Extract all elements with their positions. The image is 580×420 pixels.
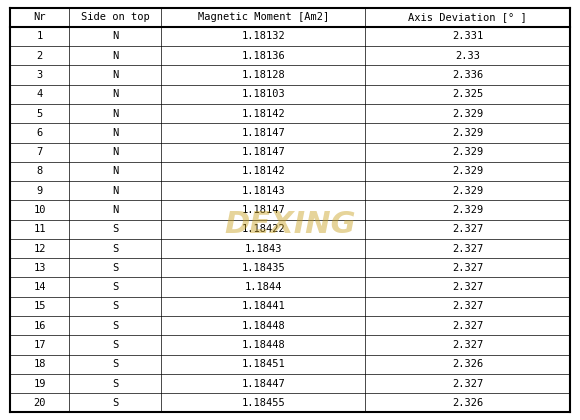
Text: 1: 1 <box>37 32 43 42</box>
Text: 7: 7 <box>37 147 43 157</box>
Text: 2.327: 2.327 <box>452 302 483 311</box>
Text: 2.327: 2.327 <box>452 263 483 273</box>
Text: 1.18142: 1.18142 <box>241 166 285 176</box>
Text: N: N <box>112 32 118 42</box>
Text: 2.331: 2.331 <box>452 32 483 42</box>
Text: 18: 18 <box>34 359 46 369</box>
Text: 2.327: 2.327 <box>452 224 483 234</box>
Text: 20: 20 <box>34 398 46 408</box>
Text: S: S <box>112 224 118 234</box>
Text: 2.329: 2.329 <box>452 109 483 118</box>
Text: 1.18435: 1.18435 <box>241 263 285 273</box>
Text: N: N <box>112 109 118 118</box>
Text: S: S <box>112 244 118 254</box>
Text: S: S <box>112 302 118 311</box>
Text: 1.18447: 1.18447 <box>241 378 285 388</box>
Text: N: N <box>112 51 118 61</box>
Text: 11: 11 <box>34 224 46 234</box>
Text: 1.18132: 1.18132 <box>241 32 285 42</box>
Text: 10: 10 <box>34 205 46 215</box>
Text: 2.329: 2.329 <box>452 147 483 157</box>
Text: 1.18128: 1.18128 <box>241 70 285 80</box>
Text: 1.18147: 1.18147 <box>241 205 285 215</box>
Text: 1.18448: 1.18448 <box>241 340 285 350</box>
Text: 8: 8 <box>37 166 43 176</box>
Text: N: N <box>112 166 118 176</box>
Text: 3: 3 <box>37 70 43 80</box>
Text: S: S <box>112 359 118 369</box>
Text: 1.1843: 1.1843 <box>245 244 282 254</box>
Text: 1.18142: 1.18142 <box>241 109 285 118</box>
Text: 1.18147: 1.18147 <box>241 128 285 138</box>
Text: Axis Deviation [° ]: Axis Deviation [° ] <box>408 12 527 22</box>
Text: 1.1844: 1.1844 <box>245 282 282 292</box>
Text: Nr: Nr <box>34 12 46 22</box>
Text: 2.325: 2.325 <box>452 89 483 99</box>
Text: S: S <box>112 321 118 331</box>
Text: 2.329: 2.329 <box>452 128 483 138</box>
Text: 14: 14 <box>34 282 46 292</box>
Text: 5: 5 <box>37 109 43 118</box>
Text: 17: 17 <box>34 340 46 350</box>
Text: 9: 9 <box>37 186 43 196</box>
Text: 1.18147: 1.18147 <box>241 147 285 157</box>
Text: 2.329: 2.329 <box>452 186 483 196</box>
Text: 4: 4 <box>37 89 43 99</box>
Text: 2.327: 2.327 <box>452 321 483 331</box>
Text: 19: 19 <box>34 378 46 388</box>
Text: 2.327: 2.327 <box>452 282 483 292</box>
Text: 2.33: 2.33 <box>455 51 480 61</box>
Text: N: N <box>112 70 118 80</box>
Text: 1.18143: 1.18143 <box>241 186 285 196</box>
Text: 2: 2 <box>37 51 43 61</box>
Text: 1.18103: 1.18103 <box>241 89 285 99</box>
Text: S: S <box>112 398 118 408</box>
Text: 6: 6 <box>37 128 43 138</box>
Text: 2.327: 2.327 <box>452 244 483 254</box>
Text: 1.18441: 1.18441 <box>241 302 285 311</box>
Text: 15: 15 <box>34 302 46 311</box>
Text: S: S <box>112 263 118 273</box>
Text: 13: 13 <box>34 263 46 273</box>
Text: 2.329: 2.329 <box>452 205 483 215</box>
Text: 2.326: 2.326 <box>452 398 483 408</box>
Text: 16: 16 <box>34 321 46 331</box>
Text: 1.18448: 1.18448 <box>241 321 285 331</box>
Text: N: N <box>112 147 118 157</box>
Text: 2.326: 2.326 <box>452 359 483 369</box>
Text: 12: 12 <box>34 244 46 254</box>
Text: N: N <box>112 128 118 138</box>
Text: DEXING: DEXING <box>224 210 356 239</box>
Text: N: N <box>112 186 118 196</box>
Text: 2.329: 2.329 <box>452 166 483 176</box>
Text: 1.18455: 1.18455 <box>241 398 285 408</box>
Text: 2.327: 2.327 <box>452 378 483 388</box>
Text: 1.18422: 1.18422 <box>241 224 285 234</box>
Text: S: S <box>112 378 118 388</box>
Text: Magnetic Moment [Am2]: Magnetic Moment [Am2] <box>198 12 329 22</box>
Text: 2.327: 2.327 <box>452 340 483 350</box>
Text: 1.18451: 1.18451 <box>241 359 285 369</box>
Text: S: S <box>112 282 118 292</box>
Text: S: S <box>112 340 118 350</box>
Text: N: N <box>112 205 118 215</box>
Text: 2.336: 2.336 <box>452 70 483 80</box>
Text: N: N <box>112 89 118 99</box>
Text: 1.18136: 1.18136 <box>241 51 285 61</box>
Text: Side on top: Side on top <box>81 12 150 22</box>
